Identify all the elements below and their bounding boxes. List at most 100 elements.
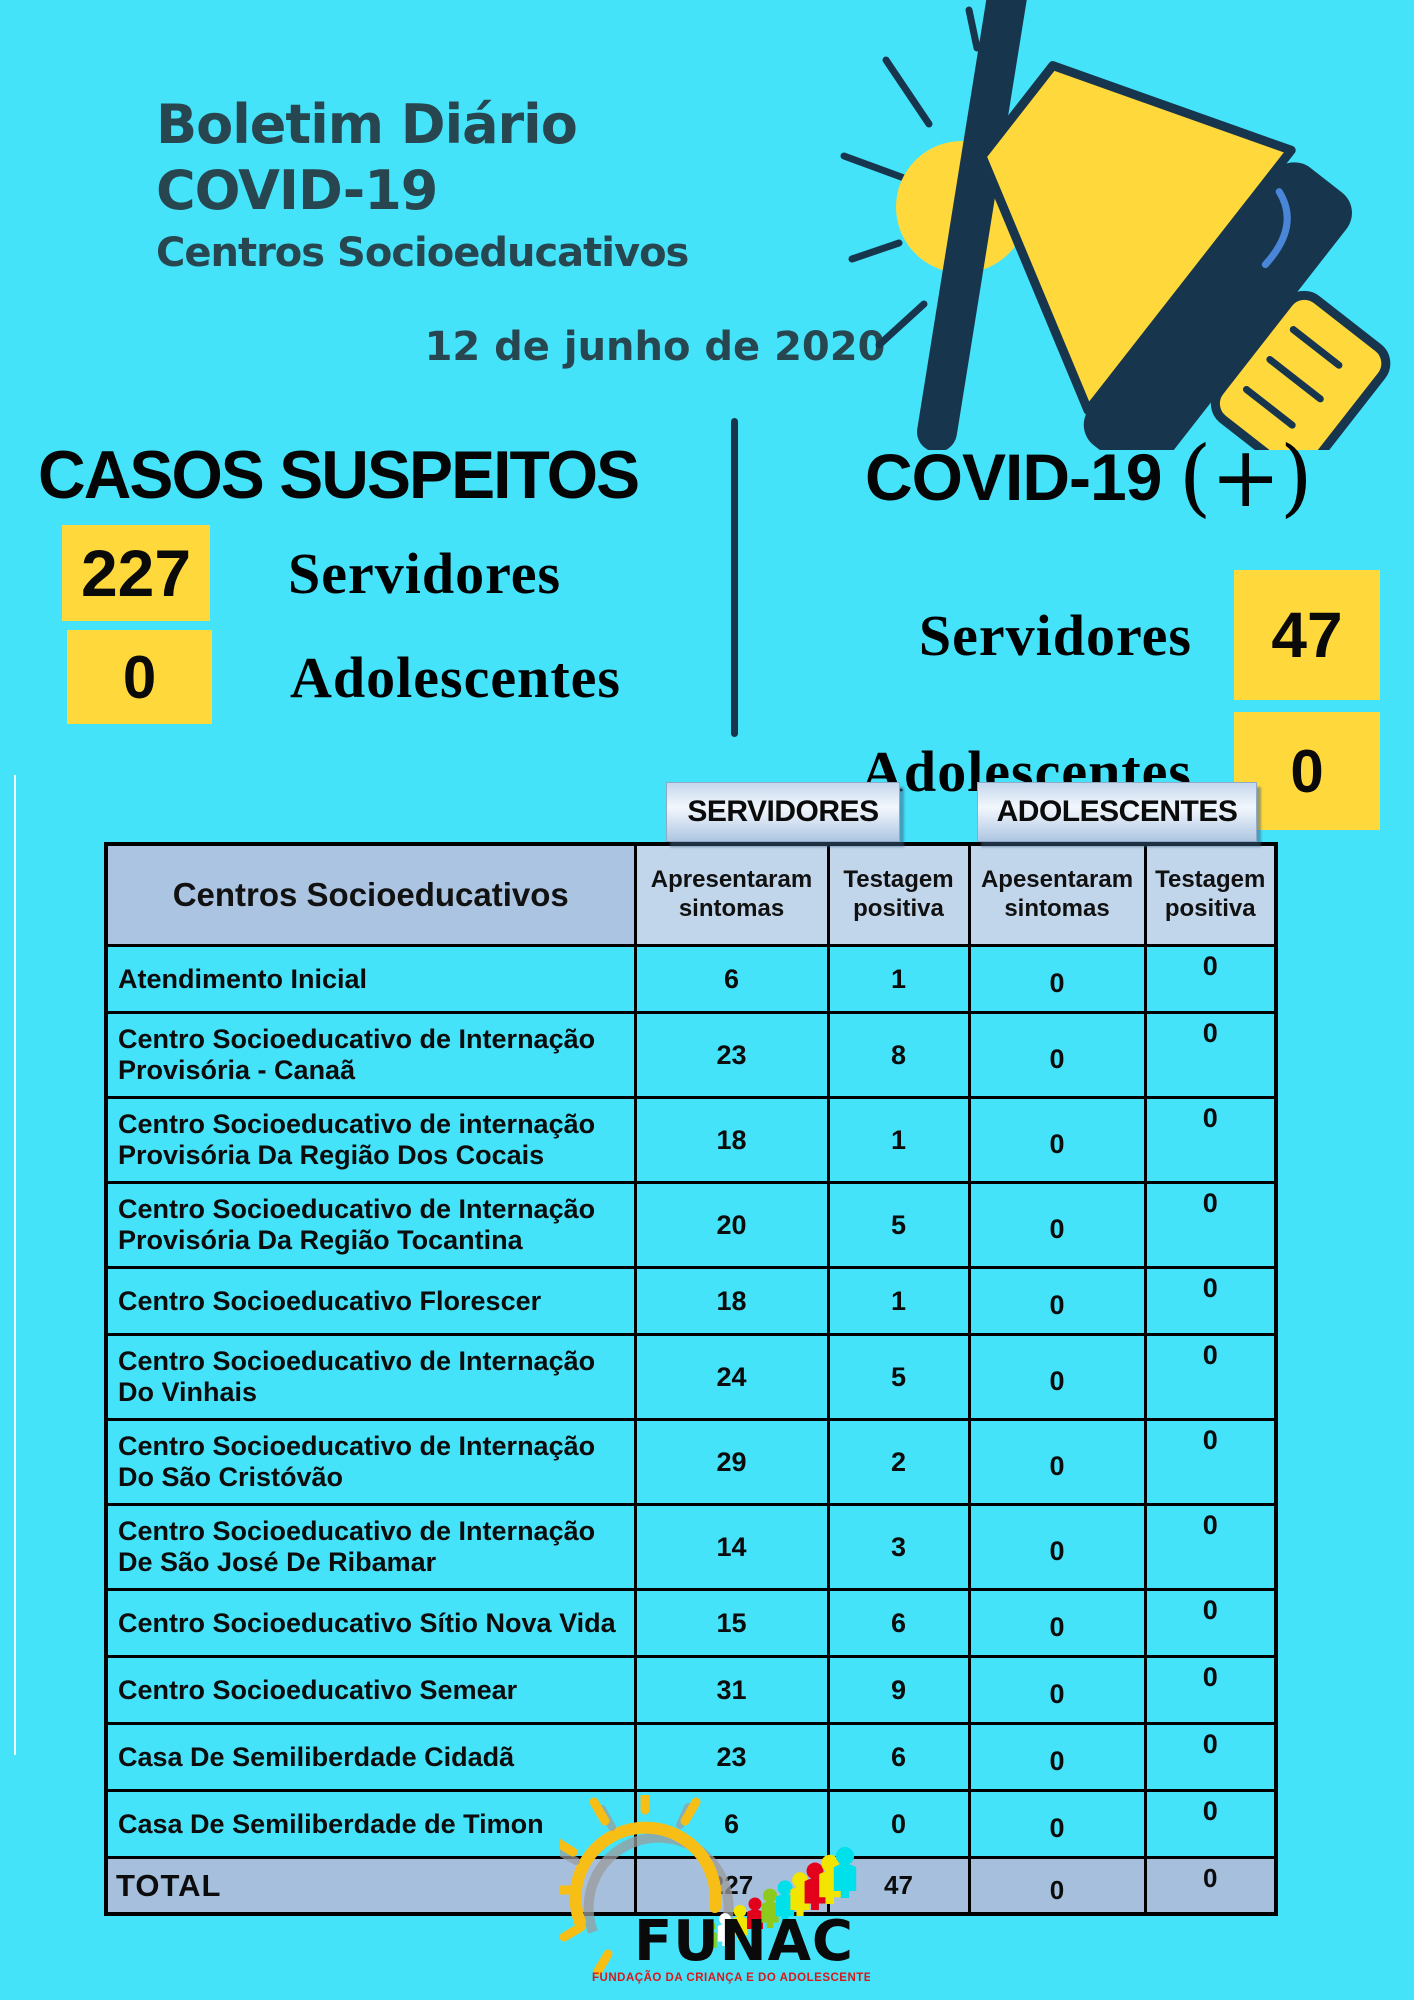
positive-title-text: COVID-19: [865, 440, 1162, 514]
value-cell: 0: [1143, 1333, 1278, 1421]
value-cell: 0: [967, 1181, 1147, 1269]
value-cell: 0: [1143, 1503, 1278, 1591]
value-cell: 15: [633, 1588, 830, 1658]
total-adol-testagem: 0: [1143, 1856, 1278, 1916]
value-cell: 20: [633, 1181, 830, 1269]
table-row: Centro Socioeducativo de Internação De S…: [104, 1503, 1278, 1591]
suspected-servidores-row: 227 Servidores: [62, 525, 561, 621]
suspected-servidores-label: Servidores: [288, 540, 562, 606]
value-cell: 31: [633, 1655, 830, 1725]
value-cell: 2: [826, 1418, 971, 1506]
value-cell: 23: [633, 1011, 830, 1099]
table-row: Centro Socioeducativo Semear 31 9 0 0: [104, 1655, 1278, 1725]
total-adol-sintomas: 0: [967, 1856, 1147, 1916]
value-cell: 6: [633, 1789, 830, 1859]
value-cell: 1: [826, 1266, 971, 1336]
megaphone-icon: [640, 0, 1414, 477]
table-row: Centro Socioeducativo de Internação Prov…: [104, 1181, 1278, 1269]
center-name-cell: Centro Socioeducativo de Internação Prov…: [104, 1181, 637, 1269]
value-cell: 23: [633, 1722, 830, 1792]
value-cell: 0: [1143, 1096, 1278, 1184]
value-cell: 0: [967, 1418, 1147, 1506]
suspected-adolescentes-value: 0: [67, 630, 212, 724]
left-edge-line: [14, 775, 16, 1755]
group-label-servidores: SERVIDORES: [666, 782, 900, 842]
center-name-cell: Centro Socioeducativo de Internação De S…: [104, 1503, 637, 1591]
table-row: Casa De Semiliberdade Cidadã 23 6 0 0: [104, 1722, 1278, 1792]
center-name-cell: Centro Socioeducativo de internação Prov…: [104, 1096, 637, 1184]
center-name-cell: Casa De Semiliberdade de Timon: [104, 1789, 637, 1859]
value-cell: 0: [1143, 1789, 1278, 1859]
suspected-adolescentes-label: Adolescentes: [290, 644, 621, 710]
value-cell: 6: [826, 1722, 971, 1792]
positive-servidores-value: 47: [1234, 570, 1380, 700]
value-cell: 0: [967, 1266, 1147, 1336]
value-cell: 0: [1143, 1266, 1278, 1336]
total-label: TOTAL: [104, 1856, 637, 1916]
value-cell: 9: [826, 1655, 971, 1725]
value-cell: 1: [826, 944, 971, 1014]
page-title: Boletim Diário COVID-19 Centros Socioedu…: [156, 92, 689, 278]
value-cell: 0: [1143, 1011, 1278, 1099]
center-name-cell: Centro Socioeducativo de Internação Do S…: [104, 1418, 637, 1506]
value-cell: 0: [967, 1588, 1147, 1658]
table-body: Atendimento Inicial 6 1 0 0 Centro Socioeduca…: [104, 944, 1278, 1859]
funac-logo: FUNAC FUNDAÇÃO DA CRIANÇA E DO ADOLESCEN…: [546, 1785, 871, 1995]
column-header-adol-sintomas: Apesentaram sintomas: [967, 842, 1147, 947]
column-header-adol-testagem: Testagem positiva: [1143, 842, 1278, 947]
value-cell: 0: [1143, 1722, 1278, 1792]
value-cell: 0: [1143, 1588, 1278, 1658]
center-name-cell: Centro Socioeducativo Sítio Nova Vida: [104, 1588, 637, 1658]
positive-title-plus: (+): [1178, 428, 1313, 526]
suspected-cases-title: CASOS SUSPEITOS: [38, 437, 640, 513]
value-cell: 0: [967, 1503, 1147, 1591]
column-header-centros: Centros Socioeducativos: [104, 842, 637, 947]
table-row: Centro Socioeducativo Sítio Nova Vida 15 6…: [104, 1588, 1278, 1658]
positive-adolescentes-value: 0: [1234, 712, 1380, 830]
value-cell: 0: [1143, 1181, 1278, 1269]
value-cell: 8: [826, 1011, 971, 1099]
table-row: Casa De Semiliberdade de Timon 6 0 0 0: [104, 1789, 1278, 1859]
section-divider: [731, 418, 738, 737]
table-total-row: TOTAL 227 47 0 0: [104, 1856, 1278, 1916]
column-header-serv-sintomas: Apresentaram sintomas: [633, 842, 830, 947]
value-cell: 0: [967, 1011, 1147, 1099]
title-line-3: Centros Socioeducativos: [156, 230, 689, 276]
logo-wordmark: FUNAC: [634, 1909, 854, 1974]
center-name-cell: Centro Socioeducativo de Internação Prov…: [104, 1011, 637, 1099]
value-cell: 18: [633, 1266, 830, 1336]
value-cell: 0: [1143, 1655, 1278, 1725]
table-header-row: Centros Socioeducativos Apresentaram sin…: [104, 842, 1278, 947]
table-row: Centro Socioeducativo de Internação Do V…: [104, 1333, 1278, 1421]
value-cell: 5: [826, 1181, 971, 1269]
title-line-1: Boletim Diário: [156, 93, 578, 156]
title-line-2: COVID-19: [156, 159, 438, 222]
value-cell: 0: [1143, 944, 1278, 1014]
value-cell: 6: [633, 944, 830, 1014]
value-cell: 0: [967, 1722, 1147, 1792]
value-cell: 29: [633, 1418, 830, 1506]
value-cell: 0: [826, 1789, 971, 1859]
cases-table-section: SERVIDORES ADOLESCENTES Centros Socioedu…: [104, 781, 1278, 1916]
center-name-cell: Centro Socioeducativo Florescer: [104, 1266, 637, 1336]
suspected-adolescentes-row: 0 Adolescentes: [67, 630, 621, 724]
center-name-cell: Atendimento Inicial: [104, 944, 637, 1014]
table-row: Centro Socioeducativo de Internação Prov…: [104, 1011, 1278, 1099]
positive-cases-title: COVID-19 (+): [865, 428, 1313, 526]
table-group-labels: SERVIDORES ADOLESCENTES: [104, 781, 1274, 842]
center-name-cell: Centro Socioeducativo de Internação Do V…: [104, 1333, 637, 1421]
value-cell: 0: [967, 1096, 1147, 1184]
column-header-serv-testagem: Testagem positiva: [826, 842, 971, 947]
value-cell: 0: [967, 1655, 1147, 1725]
value-cell: 5: [826, 1333, 971, 1421]
value-cell: 6: [826, 1588, 971, 1658]
cases-table: Centros Socioeducativos Apresentaram sin…: [104, 842, 1278, 1916]
value-cell: 14: [633, 1503, 830, 1591]
table-row: Centro Socioeducativo de Internação Do S…: [104, 1418, 1278, 1506]
center-name-cell: Centro Socioeducativo Semear: [104, 1655, 637, 1725]
value-cell: 0: [967, 1789, 1147, 1859]
sound-rays-icon: [840, 6, 981, 349]
center-name-cell: Casa De Semiliberdade Cidadã: [104, 1722, 637, 1792]
value-cell: 0: [967, 1333, 1147, 1421]
